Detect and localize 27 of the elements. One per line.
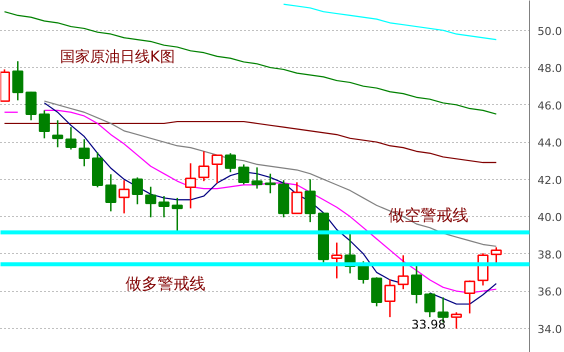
candlestick — [118, 179, 130, 214]
y-tick-label: 36.0 — [538, 286, 562, 299]
line-series — [44, 100, 497, 247]
y-tick-label: 42.0 — [538, 174, 562, 187]
candlestick — [264, 172, 276, 194]
y-tick-label: 34.0 — [538, 322, 562, 336]
candlestick — [52, 120, 64, 148]
line-series — [283, 4, 497, 40]
y-tick-label: 46.0 — [538, 99, 562, 112]
candlestick — [12, 60, 24, 102]
candlestick — [105, 174, 116, 212]
ref-line-label: 做多警戒线 — [126, 274, 206, 294]
text: 国家原油日线K图 — [60, 48, 175, 66]
y-tick-label: 50.0 — [538, 24, 562, 38]
candlestick — [331, 242, 342, 280]
annotation: 33.98 — [411, 318, 446, 332]
ref-line-label: 做空警戒线 — [388, 205, 468, 224]
y-tick-label: 48.0 — [538, 62, 562, 76]
y-tick-label: 44.0 — [538, 136, 562, 150]
candlestick — [78, 138, 90, 168]
candlestick — [145, 186, 156, 218]
y-tick-label: 38.0 — [538, 248, 562, 262]
candlestick — [304, 178, 316, 223]
candlestick — [410, 264, 422, 304]
line-series — [4, 11, 497, 115]
y-tick-label: 40.0 — [538, 211, 562, 224]
candlestick — [185, 162, 196, 210]
